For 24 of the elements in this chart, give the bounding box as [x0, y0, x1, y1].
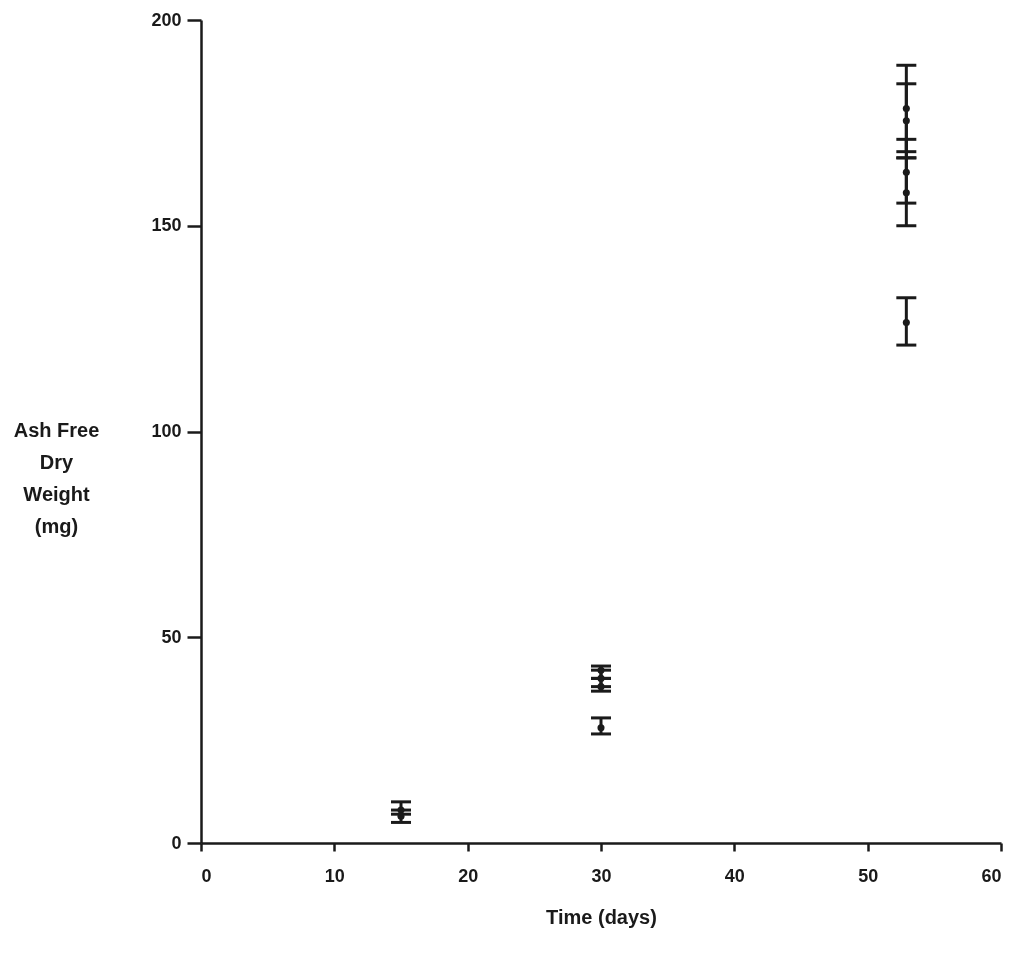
x-tick-label: 40	[724, 865, 745, 886]
point	[597, 666, 605, 674]
point	[902, 104, 910, 112]
point	[597, 674, 605, 682]
y-tick-label: 100	[151, 421, 182, 441]
x-tick-label: 0	[201, 865, 212, 886]
y-tick-label: 150	[151, 215, 182, 236]
x-tick-label: 50	[858, 865, 879, 886]
y-tick-label: 200	[151, 9, 182, 30]
point	[397, 806, 405, 814]
point	[902, 189, 910, 197]
point	[902, 318, 910, 326]
point	[902, 168, 910, 176]
y-axis-title: Ash Free Dry Weight (mg)	[13, 418, 100, 537]
x-tick-label: 60	[981, 865, 1002, 886]
x-tick-label: 10	[324, 865, 345, 886]
point	[597, 683, 605, 691]
point	[597, 724, 605, 732]
y-tick-label: 0	[171, 832, 182, 853]
x-axis-title: Time (days)	[546, 905, 657, 928]
x-tick-label: 30	[591, 865, 612, 886]
point	[902, 117, 910, 125]
x-tick-label: 20	[458, 865, 479, 886]
y-tick-label: 50	[161, 626, 182, 647]
